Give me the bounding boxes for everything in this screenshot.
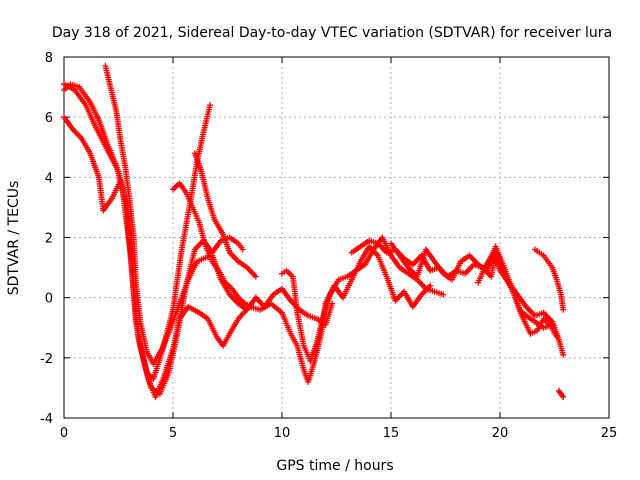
x-tick-label: 25 <box>601 426 618 441</box>
data-point <box>560 351 567 358</box>
y-tick-label: 0 <box>45 292 53 307</box>
data-series-track-2 <box>61 81 246 397</box>
data-series-track-3 <box>61 114 434 400</box>
data-point <box>560 393 567 400</box>
y-tick-label: 6 <box>45 111 53 126</box>
y-tick-label: -4 <box>40 412 53 427</box>
data-point <box>248 303 255 310</box>
data-series-track-9 <box>388 240 560 340</box>
chart-title: Day 318 of 2021, Sidereal Day-to-day VTE… <box>52 25 612 41</box>
y-axis-title: SDTVAR / TECUs <box>6 181 22 296</box>
x-tick-label: 10 <box>274 426 291 441</box>
data-series-track-10 <box>475 249 567 358</box>
x-tick-label: 0 <box>60 426 68 441</box>
x-tick-label: 20 <box>492 426 509 441</box>
data-point <box>560 306 567 313</box>
y-tick-label: 4 <box>45 171 53 186</box>
axis-ticks: 0 5 10 15 20 25 -4 -2 0 2 4 6 8 <box>40 51 617 441</box>
data-points <box>61 63 567 400</box>
data-point <box>207 102 214 109</box>
y-tick-label: -2 <box>40 352 53 367</box>
data-series-track-4 <box>102 63 336 367</box>
y-tick-label: 2 <box>45 232 53 247</box>
data-series-track-12 <box>555 387 567 400</box>
data-series-track-11 <box>531 246 567 313</box>
data-series-track-6 <box>191 150 259 280</box>
data-point <box>239 246 246 253</box>
y-tick-label: 8 <box>45 51 53 66</box>
x-tick-label: 5 <box>169 426 177 441</box>
x-axis-title: GPS time / hours <box>276 458 393 474</box>
x-tick-label: 15 <box>383 426 400 441</box>
data-series-track-5 <box>170 180 255 310</box>
data-point <box>252 273 259 280</box>
data-point <box>440 291 447 298</box>
